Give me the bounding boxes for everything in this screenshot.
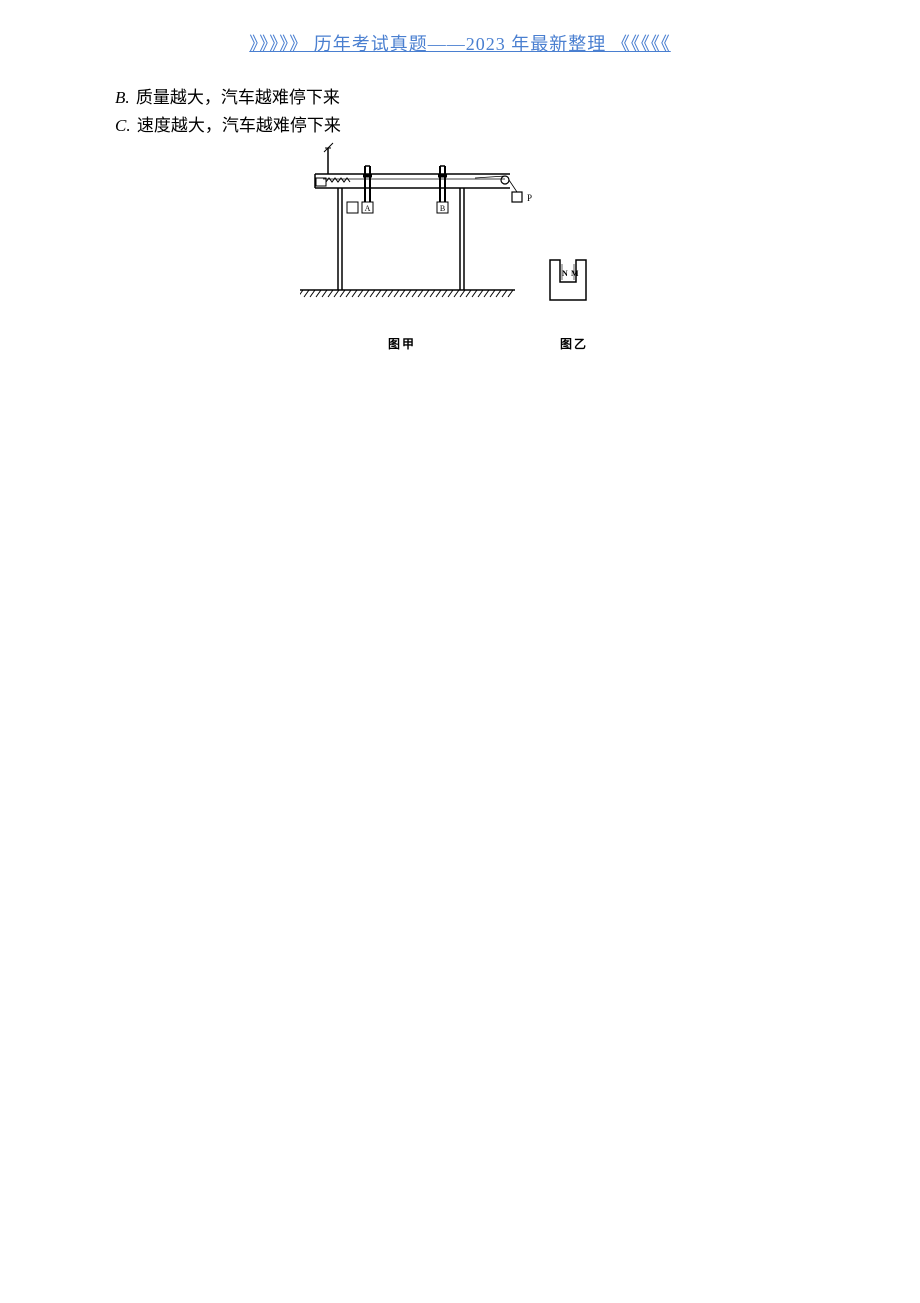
option-c-label: C. (115, 116, 131, 135)
caption-jia: 图甲 (388, 335, 416, 352)
option-c-text: 速度越大，汽车越难停下来 (137, 116, 341, 135)
header-text: 》》》》》 历年考试真题——2023 年最新整理 《《《《《 (249, 34, 671, 54)
caption-yi: 图乙 (560, 335, 588, 352)
svg-text:N: N (562, 269, 568, 278)
diagram-area: A B P NM 图甲 图乙 (300, 140, 620, 350)
svg-text:P: P (527, 193, 532, 203)
option-b: B. 质量越大，汽车越难停下来 (115, 85, 815, 111)
option-c: C. 速度越大，汽车越难停下来 (115, 113, 815, 139)
content-block: B. 质量越大，汽车越难停下来 C. 速度越大，汽车越难停下来 (115, 85, 815, 140)
svg-text:B: B (440, 204, 445, 213)
option-b-label: B. (115, 88, 130, 107)
physics-diagram: A B P NM (300, 140, 620, 340)
page-header: 》》》》》 历年考试真题——2023 年最新整理 《《《《《 (0, 30, 920, 56)
svg-text:M: M (571, 269, 579, 278)
svg-text:A: A (365, 204, 371, 213)
option-b-text: 质量越大，汽车越难停下来 (136, 88, 340, 107)
